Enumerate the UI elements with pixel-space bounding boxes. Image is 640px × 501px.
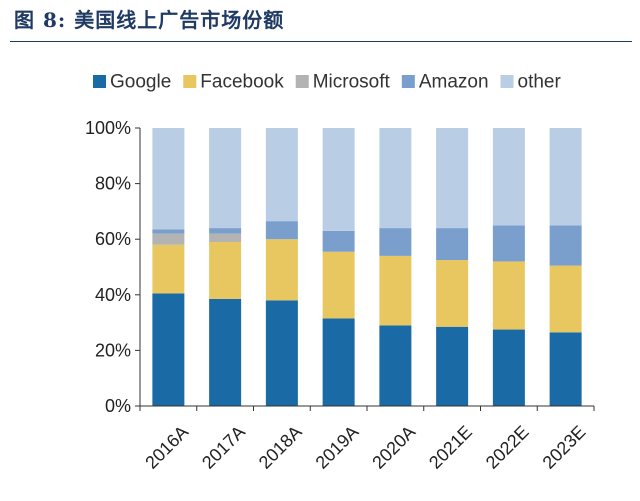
x-axis: 2016A 2017A 2018A 2019A 2020A 2021E 2022E 2023E (139, 405, 595, 473)
x-tick-label: 2016A (141, 422, 192, 473)
bar-segment-amazon (379, 228, 412, 256)
legend-item: Microsoft (295, 72, 391, 93)
title-divider (10, 41, 632, 42)
legend-label: Amazon (419, 72, 489, 93)
x-tick-label: 2022E (482, 422, 533, 473)
legend-swatch (401, 75, 415, 88)
bar-segment-other (492, 128, 525, 226)
bar-segment-facebook (436, 260, 469, 327)
legend-item: other (500, 72, 562, 93)
bar-segment-amazon (436, 228, 469, 261)
legend-item: Google (93, 72, 171, 93)
bar-segment-facebook (265, 239, 298, 301)
bar-segment-facebook (549, 265, 582, 333)
bar-segment-facebook (322, 251, 355, 319)
chart-legend: Google Facebook Microsoft Amazon other (93, 72, 561, 93)
bar-segment-google (436, 326, 469, 406)
figure-title: 图 8: 美国线上广告市场份额 (14, 8, 285, 32)
bar-segment-google (265, 300, 298, 406)
y-tick-label: 80% (95, 174, 131, 194)
y-tick-label: 60% (95, 229, 131, 249)
bar-segment-facebook (209, 241, 242, 299)
bar-segment-google (322, 318, 355, 406)
bar-segment-amazon (152, 229, 185, 234)
legend-label: Facebook (200, 72, 284, 93)
legend-swatch (93, 75, 106, 88)
bar-segment-other (209, 128, 242, 229)
bar-segment-other (322, 128, 355, 231)
bar-segment-amazon (492, 225, 525, 262)
x-tick-label: 2017A (198, 422, 249, 473)
bar-segment-google (379, 325, 412, 406)
legend-swatch (295, 75, 309, 88)
legend-swatch (500, 75, 514, 88)
bars (152, 128, 582, 406)
y-axis: 0% 20% 40% 60% 80% 100% (85, 118, 141, 416)
y-tick-label: 20% (95, 340, 131, 360)
y-tick-label: 0% (105, 396, 131, 416)
bar-segment-google (152, 293, 185, 406)
bar-segment-amazon (265, 221, 298, 240)
bar-segment-facebook (379, 255, 412, 326)
x-tick-label: 2020A (368, 422, 419, 473)
y-tick-label: 100% (85, 118, 131, 138)
bar-segment-google (549, 332, 582, 406)
x-tick-label: 2019A (312, 422, 363, 473)
bar-segment-other (265, 128, 298, 222)
bar-segment-facebook (152, 244, 185, 294)
legend-label: other (518, 72, 562, 93)
bar-segment-google (209, 298, 242, 406)
bar-segment-other (379, 128, 412, 229)
x-tick-label: 2018A (255, 422, 306, 473)
bar-segment-facebook (492, 261, 525, 330)
bar-segment-other (549, 128, 582, 226)
legend-label: Google (110, 72, 171, 93)
bar-segment-other (436, 128, 469, 229)
x-tick-label: 2023E (539, 422, 590, 473)
legend-label: Microsoft (313, 72, 391, 93)
bar-segment-amazon (209, 228, 242, 234)
bar-segment-microsoft (209, 233, 242, 242)
legend-item: Amazon (401, 72, 489, 93)
legend-swatch (183, 75, 197, 88)
bar-segment-microsoft (152, 233, 185, 245)
bar-segment-google (492, 329, 525, 406)
bar-segment-other (152, 128, 185, 230)
legend-item: Facebook (183, 72, 284, 93)
bar-segment-amazon (322, 230, 355, 252)
x-tick-label: 2021E (425, 422, 476, 473)
y-tick-label: 40% (95, 285, 131, 305)
bar-segment-amazon (549, 225, 582, 266)
